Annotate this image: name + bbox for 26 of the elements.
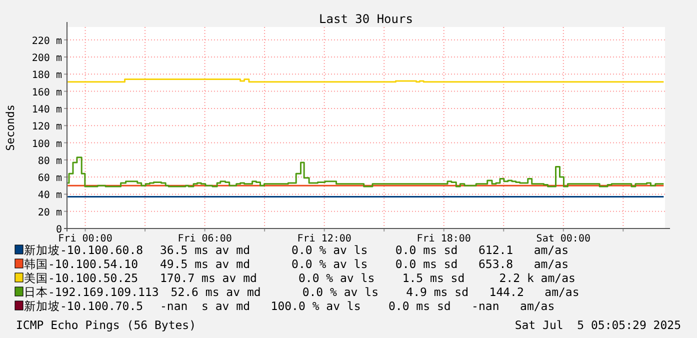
y-tick-label: 80 m <box>38 156 62 167</box>
x-tick-label: Sat 00:00 <box>536 234 590 244</box>
y-tick-label: 120 m <box>32 122 62 133</box>
text: 49.5 ms av md 0.0 % av ls 0.0 ms sd 653.8 am/as <box>160 257 568 271</box>
x-tick-label: Fri 06:00 <box>178 234 232 244</box>
x-tick-label: Fri 00:00 <box>58 234 112 244</box>
y-tick-label: 180 m <box>32 70 62 82</box>
text: 36.5 ms av md 0.0 % av ls 0.0 ms sd 612.1 am/as <box>160 243 568 257</box>
text: 170.7 ms av md 0.0 % av ls 1.5 ms sd 2.2 k am/as <box>160 271 576 285</box>
y-tick-label: 0 <box>56 224 62 236</box>
y-tick-label: 200 m <box>32 53 62 64</box>
y-tick-label: 160 m <box>32 87 62 98</box>
text: -nan s av md 100.0 % av ls 0.0 ms sd -nan am/as <box>160 299 555 313</box>
y-tick-label: 20 m <box>38 207 62 218</box>
text: Sat Jul 5 05:05:29 2025 <box>514 318 681 332</box>
y-tick-label: 100 m <box>32 138 62 150</box>
text: ICMP Echo Pings (56 Bytes) <box>16 318 196 332</box>
text: 52.6 ms av md 0.0 % av ls 4.9 ms sd 144.2 am/as <box>170 285 580 299</box>
y-tick-label: 140 m <box>32 104 62 116</box>
y-tick-label: 220 m <box>32 36 62 47</box>
x-tick-label: Fri 18:00 <box>416 234 471 244</box>
y-axis-title: Seconds <box>4 104 17 151</box>
chart-title: Last 30 Hours <box>319 12 413 26</box>
y-tick-label: 60 m <box>38 173 62 184</box>
y-tick-label: 40 m <box>38 190 62 202</box>
x-tick-label: Fri 12:00 <box>297 234 352 244</box>
